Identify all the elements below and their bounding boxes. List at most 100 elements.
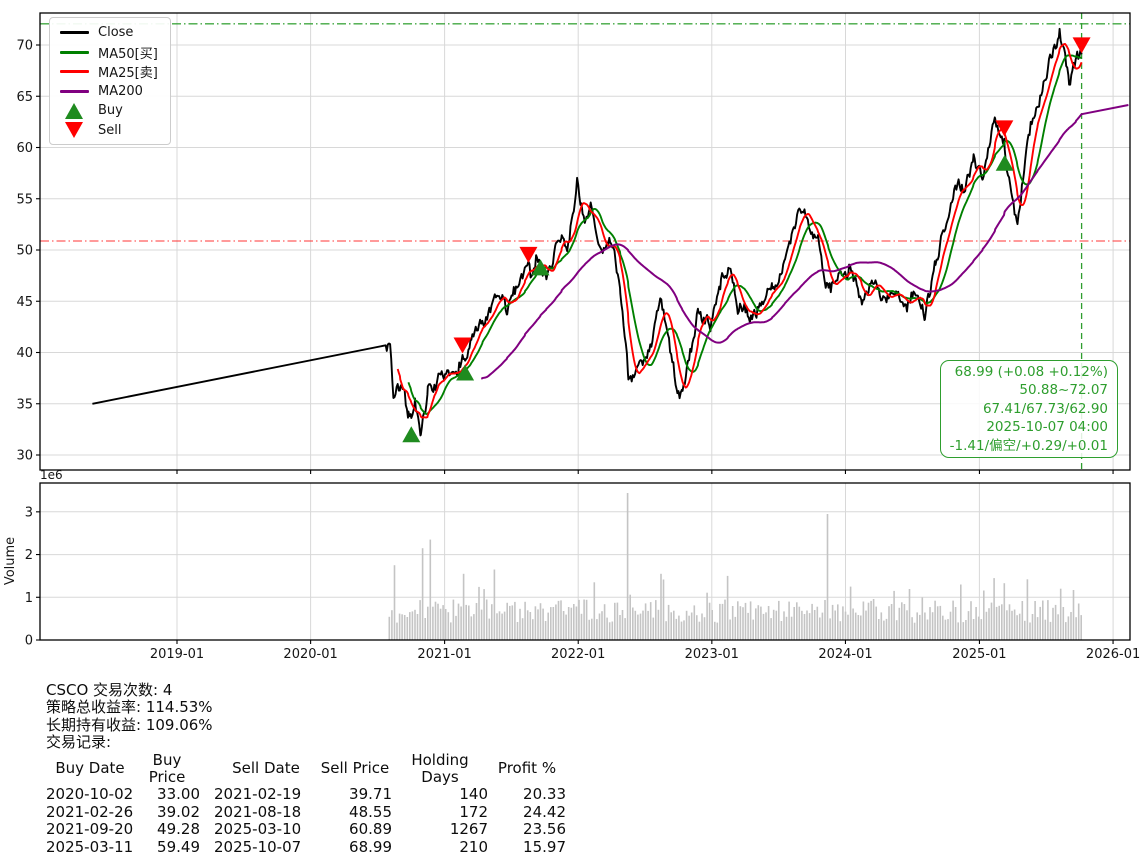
header-profit-pct: Profit % [497,759,557,778]
volume-bar [993,578,995,640]
annotation-date-line: 2025-10-07 04:00 [986,419,1108,436]
volume-bar [813,610,816,640]
trade-cell-sell_date: 2021-08-18 [214,802,302,821]
volume-bar [462,573,465,640]
volume-bar [698,621,701,640]
volume-bar [819,617,821,640]
volume-bar [506,602,508,640]
legend-label: Sell [98,122,122,138]
volume-bar [403,615,406,640]
volume-bar [898,607,901,640]
volume-bar [465,604,467,640]
volume-bar [616,602,619,640]
volume-bar [657,609,660,640]
volume-bar [460,606,462,640]
volume-bar [621,610,624,640]
legend-item-ma200: MA200 [58,82,158,102]
volume-bar [714,621,716,640]
price-tick-label: 40 [16,346,33,361]
volume-bar [485,599,488,640]
volume-bar [1072,590,1075,640]
volume-bar [1006,610,1008,640]
price-tick-label: 55 [16,192,33,207]
volume-bar [624,618,626,640]
hold-return-line: 长期持有收益: 109.06% [46,715,213,734]
volume-bar [919,614,921,640]
volume-bar [547,612,549,640]
axis-ticks [36,44,1114,644]
volume-bar [478,586,480,640]
volume-bar [1016,615,1018,640]
volume-bar [837,604,839,640]
volume-bar [711,610,713,640]
volume-bar [893,590,895,640]
volume-bar [511,605,514,640]
volume-bar [788,601,790,640]
volume-bar [708,602,711,640]
volume-bar [988,608,990,640]
trade-cell-holding_days: 210 [459,837,488,856]
volume-bar [998,605,1000,640]
volume-bar [865,610,867,640]
x-tick-label: 2020-01 [283,647,337,662]
volume-bar [575,606,578,640]
volume-bar [529,612,532,640]
trade-cell-buy_date: 2020-10-02 [46,785,134,804]
volume-bar [655,600,657,640]
volume-bar [675,618,678,640]
volume-bar [1008,604,1011,640]
buy-marker [456,364,475,381]
volume-bar [880,612,883,640]
table-header-row: Buy Date Buy Price Sell Date Sell Price … [46,751,566,787]
chart-legend: Close MA50[买] MA25[卖] MA200 Buy Sell [49,17,171,145]
legend-label: Close [98,25,134,41]
trade-cell-buy_date: 2021-02-26 [46,802,134,821]
volume-bar [457,603,460,640]
volume-bar [967,611,970,640]
volume-bar [567,607,570,640]
volume-bar [524,601,526,640]
volume-bar [726,575,729,640]
volume-bar [601,611,603,640]
gridlines [40,13,1130,640]
volume-bar [447,612,450,640]
volume-bar [890,604,893,640]
volume-bar [603,604,606,640]
volume-bar [685,610,688,640]
price-tick-label: 60 [16,141,33,156]
volume-bar [785,616,788,640]
volume-bar [496,613,498,640]
volume-bar [1018,613,1021,640]
volume-bar [793,607,795,640]
volume-bar [885,618,888,640]
legend-item-ma50: MA50[买] [58,43,158,63]
volume-bar [962,622,965,640]
trade-cell-sell_price: 39.71 [349,785,392,804]
volume-bar [801,610,803,640]
volume-bar [934,600,936,640]
volume-bar [860,615,862,640]
volume-bar [947,619,949,640]
volume-scale-label: 1e6 [40,468,63,482]
volume-bar [629,594,631,640]
price-tick-label: 35 [16,397,33,412]
volume-bar [491,604,493,640]
trade-count-line: CSCO 交易次数: 4 [46,681,173,699]
volume-bar [1080,615,1082,640]
volume-bar [614,602,616,640]
volume-bar [857,615,860,640]
volume-bar [583,599,585,640]
volume-bar [808,613,811,640]
annotation-signal-line: -1.41/偏空/+0.29/+0.01 [949,437,1108,454]
volume-tick-label: 2 [25,548,33,563]
volume-bar [421,548,424,640]
volume-bar [903,604,906,640]
price-tick-label: 45 [16,295,33,310]
ma200-line [480,104,1129,380]
price-tick-label: 70 [16,39,33,54]
volume-bar [639,613,642,640]
volume-bar [493,569,496,640]
volume-bar [878,619,880,640]
volume-bar [427,606,429,640]
volume-bar [660,573,662,640]
